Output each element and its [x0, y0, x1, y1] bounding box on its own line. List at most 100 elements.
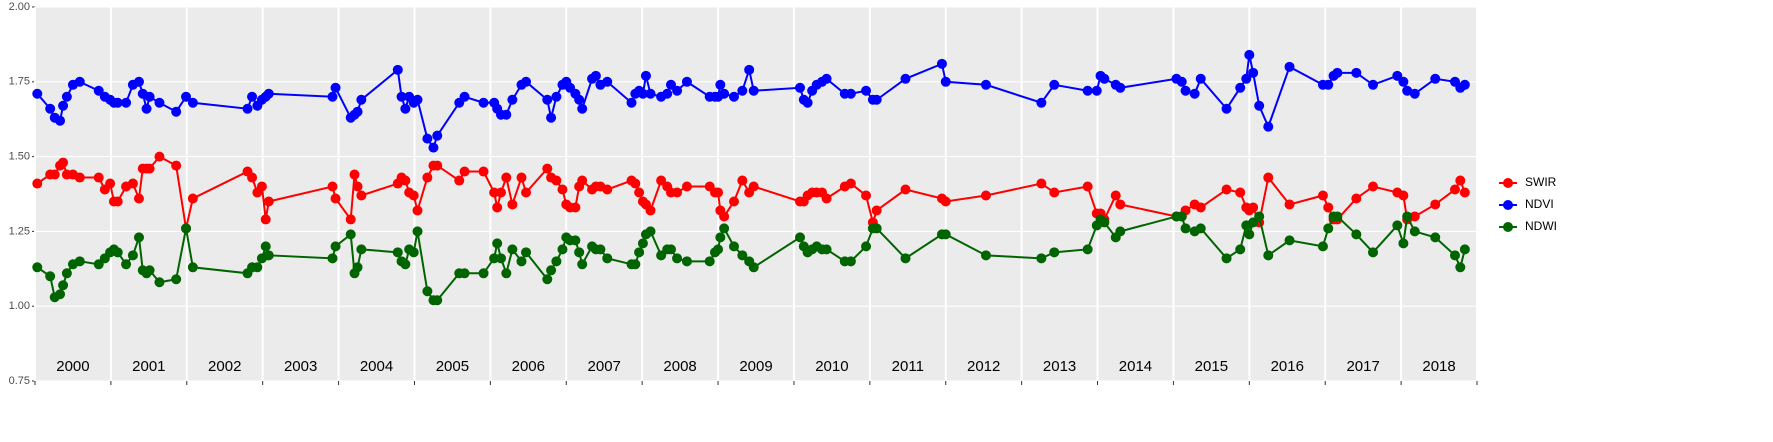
point: [133, 193, 144, 204]
year-label: 2014: [1119, 358, 1152, 375]
point: [1195, 202, 1206, 213]
point: [171, 160, 182, 171]
y-tick-label: 1.00: [9, 300, 30, 312]
point: [821, 193, 832, 204]
point: [260, 214, 271, 225]
point: [1082, 244, 1093, 255]
point: [507, 199, 518, 210]
legend-label: NDWI: [1525, 219, 1557, 233]
point: [1195, 223, 1206, 234]
y-tick-label: 0.75: [9, 375, 30, 387]
point: [821, 73, 832, 84]
point: [728, 241, 739, 252]
point: [719, 88, 730, 99]
point: [1332, 211, 1343, 222]
point: [154, 277, 165, 288]
point: [637, 88, 648, 99]
point: [1430, 199, 1441, 210]
point: [327, 91, 338, 102]
point: [105, 178, 116, 189]
point: [704, 256, 715, 267]
point: [58, 157, 69, 168]
point: [260, 241, 271, 252]
point: [171, 106, 182, 117]
year-label: 2005: [436, 358, 469, 375]
point: [181, 223, 192, 234]
point: [422, 286, 433, 297]
point: [665, 244, 676, 255]
point: [1323, 202, 1334, 213]
point: [501, 109, 512, 120]
point: [630, 178, 641, 189]
panel-background: [35, 7, 1477, 381]
point: [1317, 241, 1328, 252]
point: [422, 172, 433, 183]
point: [1049, 79, 1060, 90]
point: [1091, 85, 1102, 96]
point: [1351, 193, 1362, 204]
point: [356, 244, 367, 255]
point: [263, 250, 274, 261]
point: [478, 97, 489, 108]
point: [1323, 223, 1334, 234]
point: [1110, 190, 1121, 201]
point: [181, 91, 192, 102]
point: [1263, 172, 1274, 183]
point: [737, 175, 748, 186]
point: [821, 244, 832, 255]
point: [1244, 229, 1255, 240]
year-label: 2017: [1346, 358, 1379, 375]
point: [637, 238, 648, 249]
point: [330, 82, 341, 93]
point: [1323, 79, 1334, 90]
year-label: 2013: [1043, 358, 1076, 375]
point: [1180, 223, 1191, 234]
point: [93, 172, 104, 183]
year-label: 2011: [892, 358, 924, 375]
point: [900, 73, 911, 84]
legend-label: NDVI: [1525, 197, 1554, 211]
point: [432, 160, 443, 171]
point: [412, 205, 423, 216]
point: [1176, 211, 1187, 222]
point: [400, 103, 411, 114]
point: [1082, 85, 1093, 96]
point: [602, 76, 613, 87]
point: [542, 163, 553, 174]
point: [546, 265, 557, 276]
point: [1284, 235, 1295, 246]
point: [1430, 232, 1441, 243]
point: [1036, 178, 1047, 189]
point: [577, 259, 588, 270]
point: [728, 196, 739, 207]
point: [577, 103, 588, 114]
point: [719, 211, 730, 222]
point: [672, 187, 683, 198]
point: [1115, 82, 1126, 93]
point: [1221, 253, 1232, 264]
point: [356, 94, 367, 105]
point: [459, 166, 470, 177]
point: [1430, 73, 1441, 84]
point: [1254, 100, 1265, 111]
point: [121, 259, 132, 270]
point: [845, 88, 856, 99]
point: [1221, 103, 1232, 114]
point: [715, 232, 726, 243]
point: [1099, 73, 1110, 84]
point: [187, 97, 198, 108]
year-label: 2006: [512, 358, 545, 375]
point: [871, 94, 882, 105]
point: [1180, 85, 1191, 96]
point: [187, 193, 198, 204]
point: [112, 196, 123, 207]
y-tick-label: 2.00: [9, 1, 30, 13]
point: [980, 250, 991, 261]
point: [1263, 250, 1274, 261]
point: [577, 175, 588, 186]
point: [1449, 184, 1460, 195]
point: [546, 112, 557, 123]
point: [516, 256, 527, 267]
point: [1248, 202, 1259, 213]
